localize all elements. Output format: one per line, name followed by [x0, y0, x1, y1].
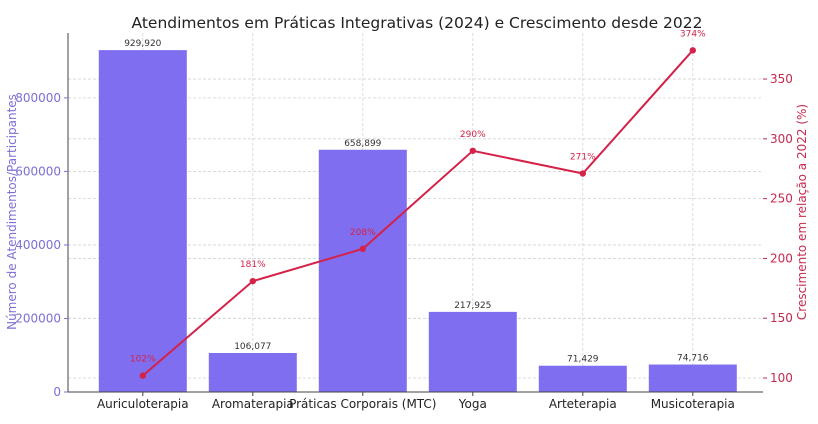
growth-value-label: 181%: [240, 260, 266, 270]
growth-value-label: 271%: [570, 153, 596, 163]
y2-tick-label: 150: [770, 311, 793, 325]
growth-value-label: 208%: [350, 228, 376, 238]
y2-tick-label: 350: [770, 72, 793, 86]
growth-point: [469, 147, 476, 154]
y2-tick-label: 200: [770, 251, 793, 265]
growth-point: [359, 245, 366, 253]
bar: [648, 364, 737, 392]
growth-point: [139, 372, 146, 379]
axes: 0 200000 400000 600000 800000 100 150 200 250 300…: [15, 33, 793, 411]
y2-tick-label: 300: [770, 132, 793, 146]
x-tick-label: Yoga: [458, 397, 487, 411]
x-tick-label: Arteterapia: [549, 397, 617, 411]
growth-value-label: 102%: [130, 355, 156, 365]
growth-value-label: 290%: [460, 130, 486, 140]
x-tick-label: Musicoterapia: [651, 397, 735, 411]
bar: [538, 365, 627, 392]
y-tick-label: 400000: [15, 238, 61, 252]
bar-value-label: 71,429: [567, 355, 599, 365]
y2-tick-label: 100: [770, 371, 793, 385]
growth-point: [579, 170, 586, 177]
bar: [208, 353, 297, 392]
bar-value-label: 929,920: [124, 39, 161, 49]
y2-tick-label: 250: [770, 192, 793, 206]
bar-value-label: 106,077: [234, 342, 271, 352]
chart-title: Atendimentos em Práticas Integrativas (2…: [132, 14, 703, 32]
bar: [98, 50, 187, 393]
bar: [428, 311, 517, 392]
y-tick-label: 600000: [15, 164, 61, 178]
bars: 929,920 106,077 658,899 217,925 71,429 74,716: [98, 39, 737, 393]
x-tick-label: Práticas Corporais (MTC): [289, 397, 436, 411]
growth-line: 102% 181% 208% 290% 271% 374%: [130, 29, 706, 379]
growth-point: [689, 47, 696, 54]
y-tick-label: 0: [53, 385, 61, 399]
y2-axis-label: Crescimento em relação a 2022 (%): [795, 104, 809, 320]
bar-value-label: 74,716: [677, 354, 709, 364]
bar: [318, 149, 407, 392]
x-tick-label: Aromaterapia: [212, 397, 294, 411]
bar-value-label: 658,899: [344, 139, 381, 149]
y-axis-label: Número de Atendimentos/Participantes: [5, 94, 19, 330]
y-tick-label: 200000: [15, 311, 61, 325]
bar-value-label: 217,925: [454, 301, 491, 311]
growth-point: [249, 277, 256, 285]
growth-value-label: 374%: [680, 29, 706, 39]
y-tick-label: 800000: [15, 91, 61, 105]
x-tick-label: Auriculoterapia: [97, 397, 189, 411]
growth-line-path: [142, 49, 694, 377]
